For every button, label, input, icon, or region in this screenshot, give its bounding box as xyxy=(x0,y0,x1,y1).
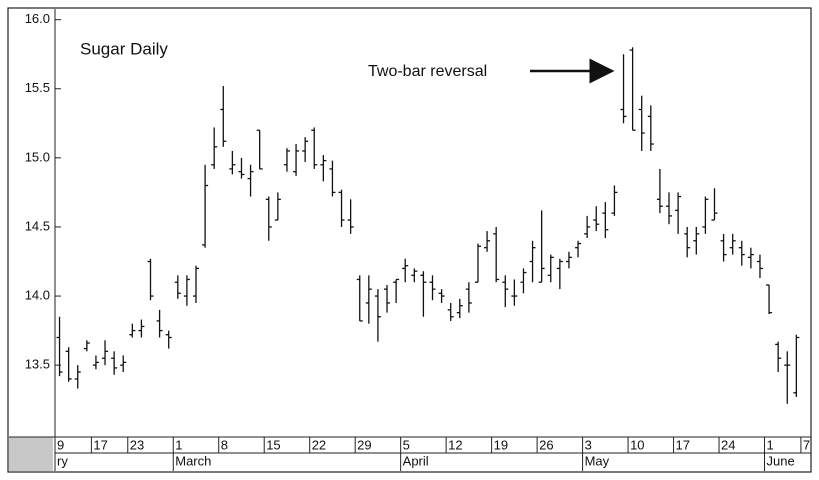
y-tick-label: 15.5 xyxy=(25,80,50,95)
x-tick-label: 7 xyxy=(803,437,810,452)
x-tick-label: 17 xyxy=(93,437,107,452)
x-tick-label: 23 xyxy=(130,437,144,452)
x-tick-label: 10 xyxy=(630,437,644,452)
month-label: April xyxy=(403,453,429,468)
corner-box xyxy=(9,437,53,471)
y-tick-label: 16.0 xyxy=(25,11,50,26)
x-tick-label: 1 xyxy=(767,437,774,452)
x-tick-label: 17 xyxy=(676,437,690,452)
y-tick-label: 14.0 xyxy=(25,287,50,302)
month-label: March xyxy=(175,453,211,468)
x-tick-label: 29 xyxy=(357,437,371,452)
x-tick-label: 12 xyxy=(448,437,462,452)
frame xyxy=(7,7,812,473)
x-tick-label: 15 xyxy=(266,437,280,452)
x-tick-label: 19 xyxy=(494,437,508,452)
y-tick-label: 15.0 xyxy=(25,149,50,164)
y-tick-label: 14.5 xyxy=(25,218,50,233)
x-tick-label: 9 xyxy=(57,437,64,452)
x-tick-label: 8 xyxy=(221,437,228,452)
y-tick-label: 13.5 xyxy=(25,357,50,372)
x-tick-label: 24 xyxy=(721,437,735,452)
x-tick-label: 5 xyxy=(403,437,410,452)
x-tick-label: 22 xyxy=(312,437,326,452)
x-tick-label: 26 xyxy=(539,437,553,452)
annotation: Two-bar reversal xyxy=(368,63,487,80)
month-label: June xyxy=(767,453,795,468)
x-tick-label: 1 xyxy=(175,437,182,452)
chart-title: Sugar Daily xyxy=(80,39,168,58)
x-tick-label: 3 xyxy=(585,437,592,452)
month-label: May xyxy=(585,453,610,468)
month-label: ry xyxy=(57,453,68,468)
